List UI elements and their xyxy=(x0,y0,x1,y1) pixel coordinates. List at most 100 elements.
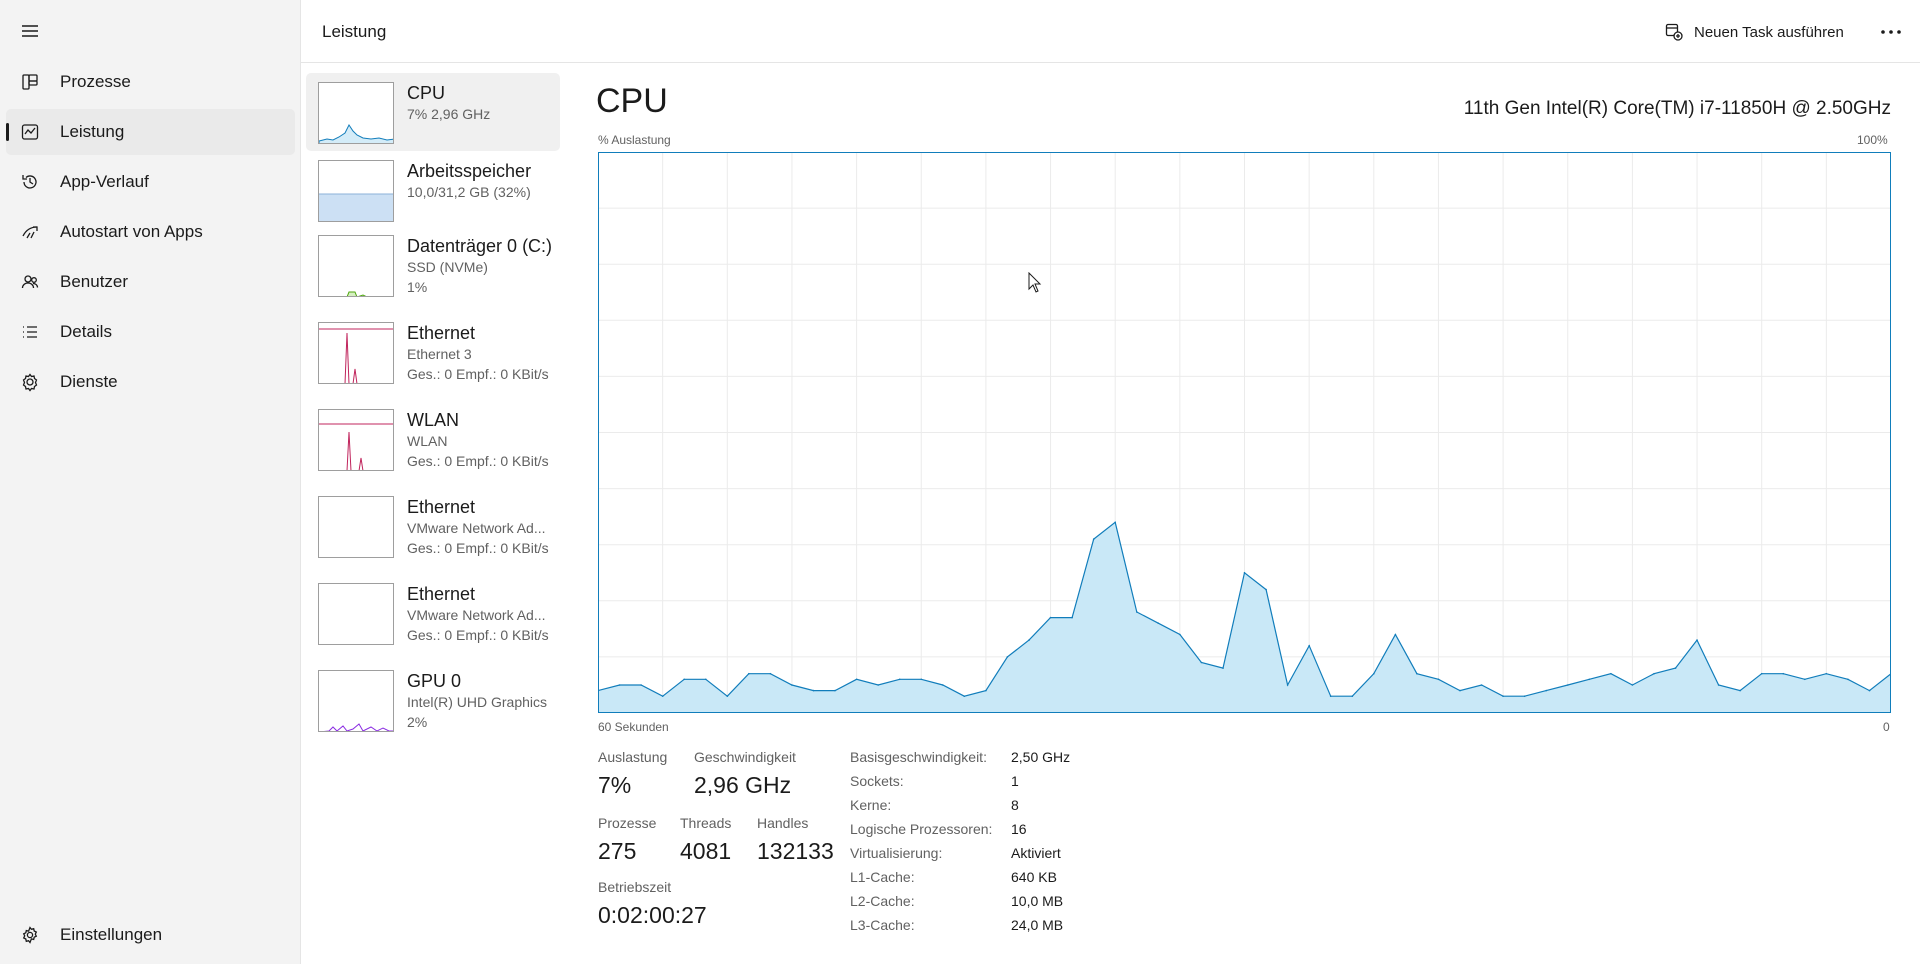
cpu-model-name: 11th Gen Intel(R) Core(TM) i7-11850H @ 2… xyxy=(1463,98,1891,119)
cpu-usage-point xyxy=(1373,672,1375,675)
cpu-usage-point xyxy=(1157,622,1160,624)
nav-item-details[interactable]: Details xyxy=(6,309,295,355)
cpu-usage-point xyxy=(683,678,685,681)
cpu-usage-point xyxy=(1567,684,1569,686)
nav-item-app-history[interactable]: App-Verlauf xyxy=(6,159,295,205)
nav-label: Prozesse xyxy=(60,72,131,91)
device-throughput: Ges.: 0 Empf.: 0 KBit/s xyxy=(407,540,549,556)
wlan-thumbnail-graph xyxy=(318,409,394,471)
y-axis-max-label: 100% xyxy=(1857,133,1888,147)
cpu-usage-point xyxy=(1523,695,1526,697)
cpu-usage-point xyxy=(1416,672,1418,675)
cpu-usage-area xyxy=(598,522,1891,713)
cpu-usage-point xyxy=(640,684,642,686)
device-gpu-0[interactable]: GPU 0 Intel(R) UHD Graphics 2% xyxy=(306,661,560,739)
device-wlan[interactable]: WLAN WLAN Ges.: 0 Empf.: 0 KBit/s xyxy=(306,400,560,478)
new-task-icon xyxy=(1665,23,1683,41)
handles-label: Handles xyxy=(757,815,809,831)
device-disk-0[interactable]: Datenträger 0 (C:) SSD (NVMe) 1% xyxy=(306,226,560,304)
device-subtitle: VMware Network Ad... xyxy=(407,520,546,536)
cpu-usage-point xyxy=(1717,684,1720,686)
device-subtitle: SSD (NVMe) xyxy=(407,259,488,275)
logical-processors-label: Logische Prozessoren: xyxy=(850,821,993,837)
cpu-usage-point xyxy=(1243,572,1246,574)
device-throughput: Ges.: 0 Empf.: 0 KBit/s xyxy=(407,627,549,643)
cpu-usage-point xyxy=(661,695,664,697)
cores-value: 8 xyxy=(1011,797,1019,813)
cpu-usage-point xyxy=(1308,644,1310,647)
nav-item-processes[interactable]: Prozesse xyxy=(6,59,295,105)
nav-label: App-Verlauf xyxy=(60,172,149,191)
device-name: Ethernet xyxy=(407,584,476,604)
device-throughput: Ges.: 0 Empf.: 0 KBit/s xyxy=(407,366,549,382)
details-icon xyxy=(20,322,40,342)
header-bar: Leistung Neuen Task ausführen xyxy=(301,0,1920,63)
device-name: Ethernet xyxy=(407,323,476,343)
cpu-usage-point xyxy=(1437,678,1440,681)
main-panel: Leistung Neuen Task ausführen xyxy=(300,0,1920,964)
l2-cache-value: 10,0 MB xyxy=(1011,893,1064,909)
device-memory[interactable]: Arbeitsspeicher 10,0/31,2 GB (32%) xyxy=(306,151,560,229)
nav-item-startup-apps[interactable]: Autostart von Apps xyxy=(6,209,295,255)
sockets-label: Sockets: xyxy=(850,773,904,789)
nav-item-settings[interactable]: Einstellungen xyxy=(6,912,295,958)
virtualization-value: Aktiviert xyxy=(1011,845,1061,861)
cpu-usage-point xyxy=(1804,678,1806,681)
x-axis-right-label: 0 xyxy=(1883,720,1890,734)
more-options-button[interactable] xyxy=(1873,17,1909,47)
l1-cache-value: 640 KB xyxy=(1011,869,1057,885)
run-new-task-label: Neuen Task ausführen xyxy=(1694,23,1844,41)
base-speed-label: Basisgeschwindigkeit: xyxy=(850,749,987,765)
cpu-usage-point xyxy=(920,678,923,681)
device-subtitle: VMware Network Ad... xyxy=(407,607,546,623)
device-name: Datenträger 0 (C:) xyxy=(407,236,553,256)
device-name: Ethernet xyxy=(407,497,476,517)
cpu-usage-point xyxy=(1071,616,1073,619)
run-new-task-button[interactable]: Neuen Task ausführen xyxy=(1658,17,1850,47)
more-icon xyxy=(1881,30,1901,34)
cpu-usage-point xyxy=(1006,656,1009,658)
cpu-usage-point xyxy=(834,689,836,692)
nav-item-services[interactable]: Dienste xyxy=(6,359,295,405)
device-name: CPU xyxy=(407,83,446,103)
nav-item-users[interactable]: Benutzer xyxy=(6,259,295,305)
hamburger-menu-icon[interactable] xyxy=(19,20,41,42)
cpu-usage-point xyxy=(1739,689,1741,692)
cpu-title: CPU xyxy=(596,82,668,120)
cpu-usage-point xyxy=(1847,678,1849,681)
performance-icon xyxy=(20,122,40,142)
processes-value: 275 xyxy=(598,838,637,864)
cpu-usage-point xyxy=(1825,672,1828,675)
device-usage: 1% xyxy=(407,279,428,295)
cpu-usage-point xyxy=(1760,672,1763,675)
cpu-usage-point xyxy=(1502,695,1504,697)
cpu-usage-point xyxy=(985,689,987,692)
cpu-usage-point xyxy=(1545,689,1547,692)
l1-cache-label: L1-Cache: xyxy=(850,869,915,885)
device-ethernet-vmware-1[interactable]: Ethernet VMware Network Ad... Ges.: 0 Em… xyxy=(306,487,560,565)
device-cpu[interactable]: CPU 7% 2,96 GHz xyxy=(306,73,560,151)
processes-icon xyxy=(20,72,40,92)
cpu-usage-point xyxy=(1588,678,1591,681)
processes-label: Prozesse xyxy=(598,815,657,831)
nav-label: Benutzer xyxy=(60,272,129,291)
device-ethernet-vmware-2[interactable]: Ethernet VMware Network Ad... Ges.: 0 Em… xyxy=(306,574,560,652)
cpu-usage-point xyxy=(898,678,901,681)
cpu-usage-point xyxy=(1610,672,1612,675)
cpu-usage-point xyxy=(1782,672,1785,675)
cpu-usage-point xyxy=(1049,616,1052,619)
cpu-usage-point xyxy=(748,672,750,675)
cpu-usage-point xyxy=(1179,633,1181,636)
cpu-usage-point xyxy=(1459,689,1461,692)
handles-value: 132133 xyxy=(757,838,834,864)
l3-cache-value: 24,0 MB xyxy=(1011,917,1064,933)
l3-cache-label: L3-Cache: xyxy=(850,917,915,933)
cpu-usage-point xyxy=(1394,633,1397,636)
nav-item-performance[interactable]: Leistung xyxy=(6,109,295,155)
cpu-usage-point xyxy=(1696,639,1698,641)
users-icon xyxy=(20,272,40,292)
logical-processors-value: 16 xyxy=(1011,821,1027,837)
device-ethernet-3[interactable]: Ethernet Ethernet 3 Ges.: 0 Empf.: 0 KBi… xyxy=(306,313,560,391)
cpu-usage-point xyxy=(1351,695,1354,697)
x-axis-left-label: 60 Sekunden xyxy=(598,720,669,734)
